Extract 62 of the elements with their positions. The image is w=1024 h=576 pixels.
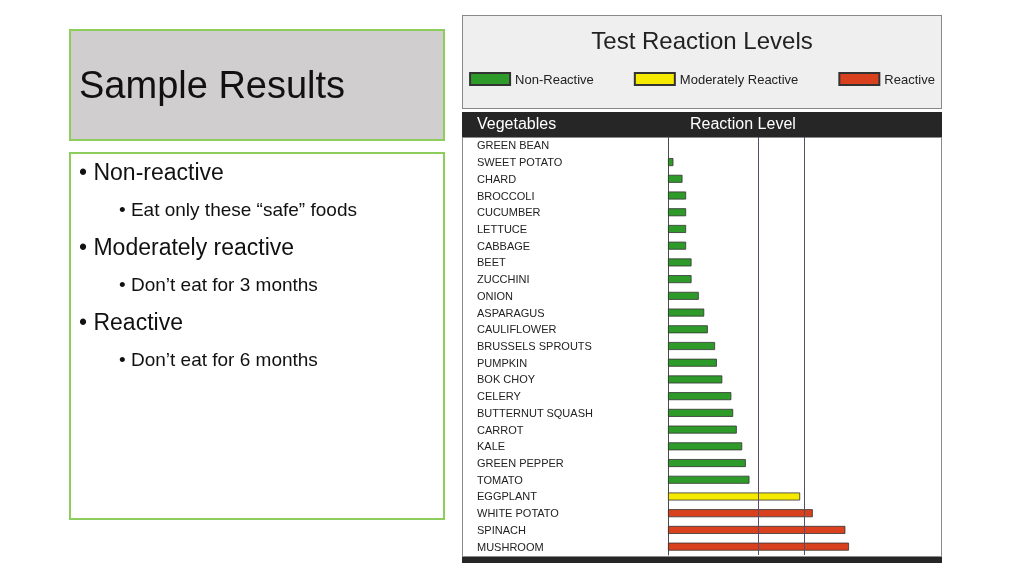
y-axis-title: Vegetables — [477, 115, 557, 133]
bar — [668, 224, 687, 233]
bar — [668, 459, 746, 468]
y-tick-label: GREEN BEAN — [477, 139, 550, 152]
bar — [668, 492, 801, 501]
bar — [668, 475, 750, 484]
y-tick-label: ZUCCHINI — [477, 273, 530, 286]
y-tick-label: CELERY — [477, 390, 522, 403]
legend-label: Moderately Reactive — [679, 71, 799, 87]
text: • Non-reactive — [79, 159, 224, 185]
bar — [668, 392, 732, 401]
bar — [668, 258, 692, 267]
y-tick-label: SPINACH — [477, 523, 526, 536]
bar — [668, 191, 687, 200]
text: • Don’t eat for 3 months — [119, 273, 318, 295]
y-tick-label: BROCCOLI — [477, 189, 535, 202]
y-tick-label: GREEN PEPPER — [477, 457, 564, 470]
bar — [668, 542, 849, 551]
bar — [668, 425, 737, 434]
bar — [668, 358, 717, 367]
bar — [668, 325, 708, 334]
bar — [668, 509, 813, 518]
text: • Reactive — [79, 309, 183, 336]
y-tick-label: EGGPLANT — [477, 490, 538, 503]
bar — [668, 342, 716, 350]
bar — [668, 525, 846, 534]
y-tick-label: BUTTERNUT SQUASH — [477, 406, 593, 419]
bar — [668, 442, 743, 451]
text: Sample Results — [79, 63, 346, 107]
text: • Eat only these “safe” foods — [119, 198, 357, 220]
y-tick-label: WHITE POTATO — [477, 507, 560, 520]
y-tick-label: ASPARAGUS — [477, 306, 545, 319]
bar — [668, 241, 687, 250]
chart-title: Test Reaction Levels — [591, 26, 813, 54]
y-tick-label: CARROT — [477, 423, 524, 436]
legend-label: Non-Reactive — [515, 71, 594, 87]
y-tick-label: CHARD — [477, 172, 517, 185]
x-axis-title: Reaction Level — [690, 115, 796, 133]
bar — [668, 375, 723, 384]
y-tick-label: BRUSSELS SPROUTS — [477, 340, 592, 352]
text: • Moderately reactive — [79, 234, 295, 261]
y-tick-label: CAULIFLOWER — [477, 323, 557, 336]
y-tick-label: MUSHROOM — [477, 540, 544, 553]
bar — [668, 291, 699, 300]
y-tick-label: BEET — [477, 256, 507, 269]
y-tick-label: CABBAGE — [477, 239, 531, 252]
legend-label: Reactive — [884, 71, 935, 87]
y-tick-label: KALE — [477, 440, 506, 453]
bar — [668, 408, 734, 417]
bar — [668, 275, 692, 284]
bar — [668, 158, 674, 167]
y-tick-label: TOMATO — [477, 473, 524, 486]
bar — [668, 174, 683, 183]
y-tick-label: PUMPKIN — [477, 356, 528, 369]
text: • Don’t eat for 6 months — [119, 349, 318, 370]
y-tick-label: SWEET POTATO — [477, 156, 563, 169]
y-tick-label: BOK CHOY — [477, 373, 536, 386]
y-tick-label: CUCUMBER — [477, 206, 541, 219]
bar — [668, 208, 687, 217]
y-tick-label: LETTUCE — [477, 222, 528, 235]
y-tick-label: ONION — [477, 289, 514, 302]
bar — [668, 308, 705, 317]
